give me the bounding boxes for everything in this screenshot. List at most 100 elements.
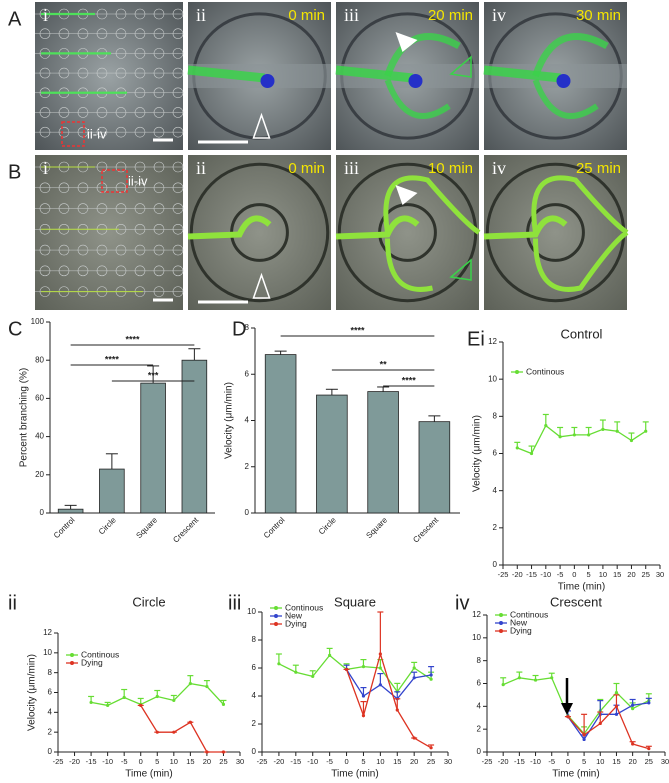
y-tick-label: 2 xyxy=(252,719,257,728)
bar xyxy=(57,508,84,514)
point xyxy=(629,438,634,443)
x-tick-label: 10 xyxy=(599,570,607,579)
legend-label: Continous xyxy=(285,602,323,612)
x-tick-label: 5 xyxy=(361,757,365,766)
y-tick-label: 4 xyxy=(493,486,498,495)
point xyxy=(172,730,176,734)
x-tick-label: -10 xyxy=(307,757,318,766)
point xyxy=(188,720,192,724)
chart-title: Crescent xyxy=(550,594,602,609)
y-tick-label: 6 xyxy=(252,663,257,672)
panel-sublabel: i xyxy=(43,158,48,178)
x-axis-label: Time (min) xyxy=(558,582,605,593)
panel-label: Ei xyxy=(467,328,485,350)
bar xyxy=(264,354,297,514)
x-tick-label: 5 xyxy=(587,570,591,579)
axon xyxy=(187,65,265,83)
point xyxy=(395,708,399,712)
micrograph xyxy=(35,155,183,310)
legend-label: New xyxy=(510,617,528,627)
point xyxy=(429,746,433,750)
chart-title: Control xyxy=(561,326,603,341)
y-tick-label: 12 xyxy=(43,628,52,637)
series-line xyxy=(345,669,432,700)
axon xyxy=(483,65,561,83)
point xyxy=(601,427,605,431)
branch xyxy=(384,33,461,78)
panel-label: D xyxy=(232,318,246,340)
y-tick-label: 8 xyxy=(477,656,482,665)
bar xyxy=(316,394,348,514)
open-arrowhead xyxy=(252,272,271,299)
panel-label: iii xyxy=(228,592,241,614)
branch xyxy=(383,175,481,235)
inset-label: ii-iv xyxy=(128,173,148,188)
y-axis-label: Percent branching (%) xyxy=(19,368,30,468)
y-axis-label: Velocity (μm/min) xyxy=(472,415,483,492)
point xyxy=(614,712,619,716)
arrowhead xyxy=(395,32,418,52)
arrowhead xyxy=(395,185,418,205)
x-tick-label: -15 xyxy=(526,570,537,579)
panel-time: 25 min xyxy=(576,160,621,177)
y-tick-label: 0 xyxy=(245,508,250,517)
significance-label: **** xyxy=(125,334,140,344)
x-axis-label: Time (min) xyxy=(552,769,599,780)
branch xyxy=(385,238,434,292)
open-arrowhead xyxy=(449,55,472,78)
legend-marker xyxy=(70,661,74,665)
y-tick-label: 8 xyxy=(48,668,53,677)
point xyxy=(644,429,648,433)
point xyxy=(89,700,93,705)
y-tick-label: 4 xyxy=(48,707,53,716)
y-tick-label: 2 xyxy=(493,523,498,532)
y-tick-label: 0 xyxy=(252,747,257,756)
x-tick-label: -20 xyxy=(512,570,523,579)
point xyxy=(412,736,416,740)
point xyxy=(572,433,576,437)
x-tick-label: -25 xyxy=(257,757,268,766)
y-tick-label: 2 xyxy=(477,724,482,733)
x-tick-label: 25 xyxy=(427,757,435,766)
branch xyxy=(532,78,599,119)
x-tick-label: -15 xyxy=(86,757,97,766)
branch xyxy=(533,230,629,292)
x-tick-label: 0 xyxy=(572,570,576,579)
x-tick-label: -10 xyxy=(102,757,113,766)
significance-label: **** xyxy=(350,325,365,335)
x-tick-label: 5 xyxy=(582,757,586,766)
axon xyxy=(335,215,420,240)
x-tick-label: -15 xyxy=(514,757,525,766)
point xyxy=(205,684,209,689)
point xyxy=(378,683,382,687)
legend-label: Continous xyxy=(81,649,119,659)
x-tick-label: -10 xyxy=(530,757,541,766)
y-tick-label: 2 xyxy=(245,462,250,471)
point xyxy=(582,733,586,737)
y-tick-label: 4 xyxy=(245,416,250,425)
x-tick-label: 20 xyxy=(627,570,635,579)
chart-title: Circle xyxy=(132,594,165,609)
x-tick-label: 10 xyxy=(376,757,384,766)
point xyxy=(155,730,159,734)
y-tick-label: 0 xyxy=(48,747,53,756)
point xyxy=(566,715,570,719)
micrograph xyxy=(484,155,627,310)
x-tick-label: 0 xyxy=(566,757,570,766)
x-tick-label: 25 xyxy=(642,570,650,579)
x-tick-label: 15 xyxy=(393,757,401,766)
inset-box xyxy=(61,121,85,147)
growth-cone xyxy=(556,74,571,88)
y-tick-label: 12 xyxy=(472,610,481,619)
y-tick-label: 8 xyxy=(252,635,257,644)
x-tick-label: Control xyxy=(52,515,77,540)
y-tick-label: 6 xyxy=(493,449,498,458)
point xyxy=(412,666,416,670)
point xyxy=(155,694,159,699)
legend-marker xyxy=(274,606,278,610)
axon xyxy=(483,215,568,240)
point xyxy=(587,433,591,437)
point xyxy=(615,429,619,433)
open-arrowhead xyxy=(252,112,271,139)
